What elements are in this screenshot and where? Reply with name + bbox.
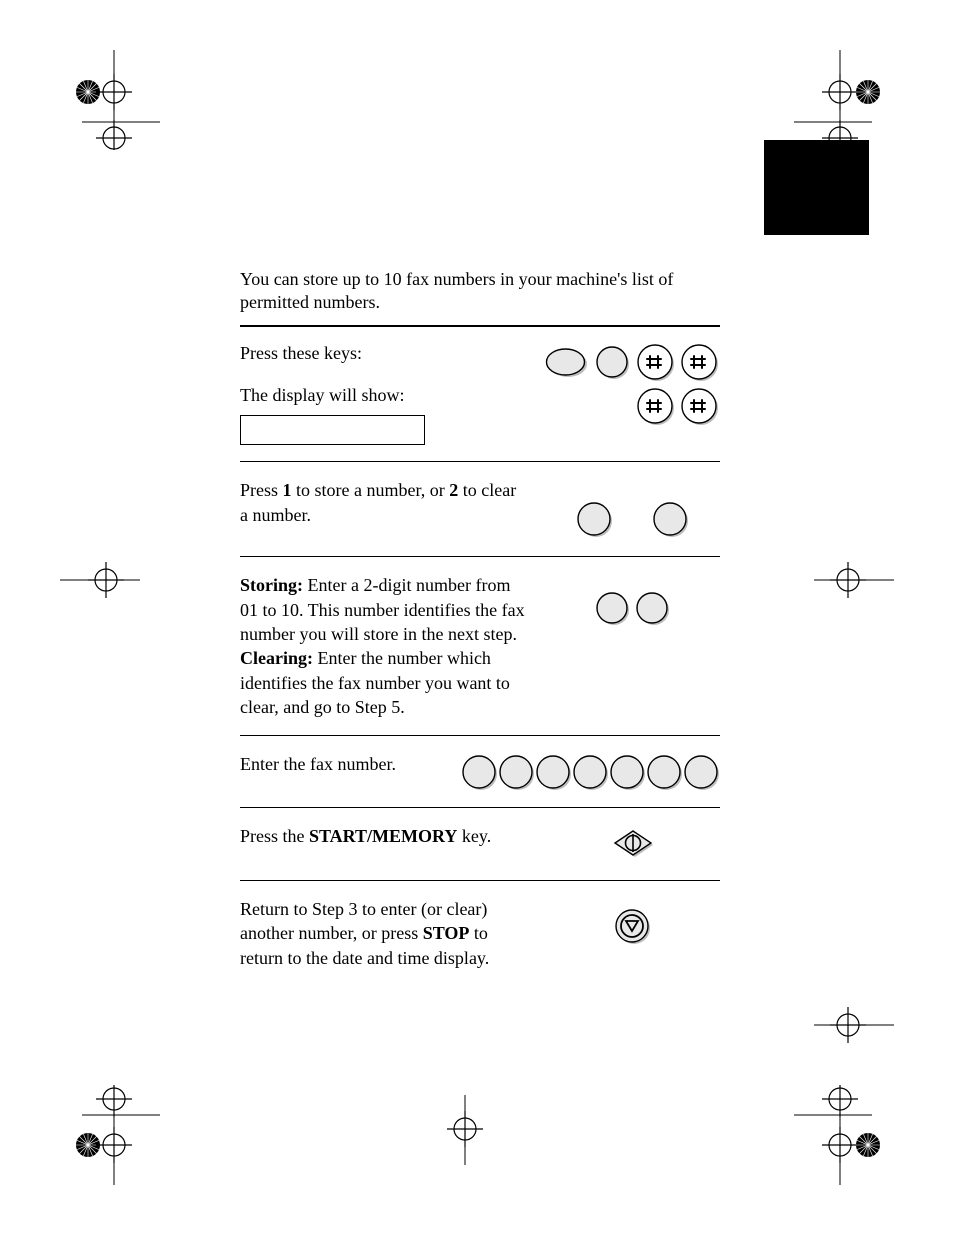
reg-mark-icon xyxy=(60,530,160,630)
circle-button-icon xyxy=(594,345,632,381)
step2-buttons xyxy=(546,478,720,540)
step-6: Return to Step 3 to enter (or clear) ano… xyxy=(240,891,720,976)
divider xyxy=(240,325,720,327)
circle-button-icon xyxy=(572,754,609,791)
divider xyxy=(240,461,720,462)
reg-mark-icon xyxy=(794,530,894,630)
step5-button xyxy=(546,824,720,864)
step-4: Enter the fax number. xyxy=(240,746,720,797)
reg-mark-icon xyxy=(60,50,160,150)
page-content: You can store up to 10 fax numbers in yo… xyxy=(240,250,720,976)
circle-button-icon xyxy=(646,754,683,791)
start-memory-button-icon xyxy=(608,826,658,864)
circle-button-icon xyxy=(609,754,646,791)
circle-button-icon xyxy=(575,500,615,540)
divider xyxy=(240,807,720,808)
reg-mark-icon xyxy=(794,1085,894,1185)
step-1: Press these keys: The display will show: xyxy=(240,335,720,452)
circle-button-icon xyxy=(498,754,535,791)
oval-button-icon xyxy=(544,347,590,379)
reg-mark-icon xyxy=(794,975,894,1075)
circle-button-icon xyxy=(635,591,671,627)
hash-button-icon xyxy=(680,343,720,383)
intro-text: You can store up to 10 fax numbers in yo… xyxy=(240,268,720,315)
divider xyxy=(240,735,720,736)
reg-mark-icon xyxy=(794,50,894,150)
reg-mark-icon xyxy=(415,1085,515,1185)
divider xyxy=(240,880,720,881)
divider xyxy=(240,556,720,557)
circle-button-icon xyxy=(595,591,631,627)
circle-button-icon xyxy=(683,754,720,791)
step-2: Press 1 to store a number, or 2 to clear… xyxy=(240,472,720,546)
step3-buttons xyxy=(546,573,720,627)
step1-line1: Press these keys: xyxy=(240,341,490,365)
step6-button xyxy=(546,897,720,947)
hash-button-icon xyxy=(636,343,676,383)
hash-button-icon xyxy=(636,387,676,427)
stop-button-icon xyxy=(613,907,653,947)
step1-buttons xyxy=(508,341,720,427)
step1-line2: The display will show: xyxy=(240,383,490,407)
step4-buttons xyxy=(450,752,720,791)
circle-button-icon xyxy=(651,500,691,540)
circle-button-icon xyxy=(535,754,572,791)
display-box xyxy=(240,415,425,445)
section-tab xyxy=(764,140,869,235)
step-5: Press the START/MEMORY key. xyxy=(240,818,720,870)
hash-button-icon xyxy=(680,387,720,427)
step-3: Storing: Enter a 2-digit number from 01 … xyxy=(240,567,720,725)
reg-mark-icon xyxy=(60,1085,160,1185)
circle-button-icon xyxy=(461,754,498,791)
